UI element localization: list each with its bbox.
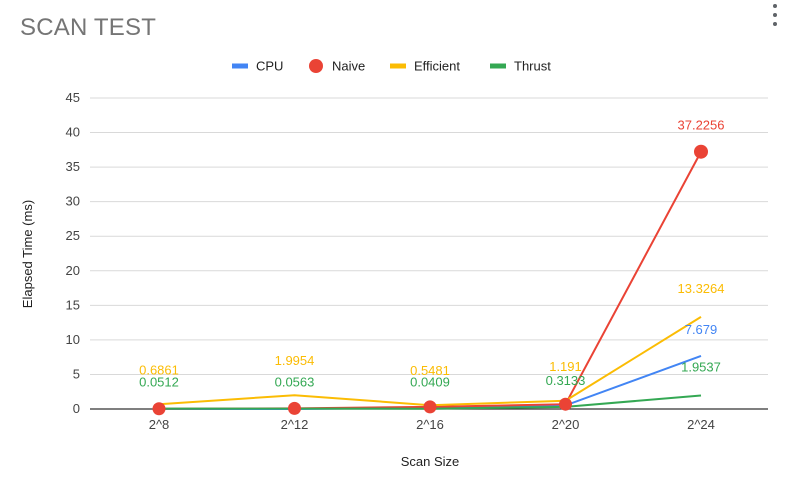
data-label-efficient: 0.6861 [139,362,179,377]
marker-naive[interactable] [559,397,572,411]
series-markers [152,144,708,416]
y-axis-label: Elapsed Time (ms) [20,200,35,308]
marker-naive[interactable] [288,401,301,415]
data-labels: 7.679 37.2256 0.6861 1.9954 0.5481 1.191 13.32… [139,118,724,390]
y-tick-label: 45 [66,90,80,105]
legend-label-naive[interactable]: Naive [332,59,365,74]
data-label-efficient: 0.5481 [410,363,450,378]
marker-naive[interactable] [152,402,166,416]
y-tick-label: 5 [73,366,80,381]
y-tick-label: 20 [66,263,80,278]
data-label-thrust: 0.0563 [275,375,315,390]
x-axis-label: Scan Size [401,454,460,469]
y-tick-label: 10 [66,332,80,347]
x-tick-label: 2^24 [687,417,715,432]
y-tick-label: 0 [73,401,80,416]
data-label-cpu: 7.679 [685,322,718,337]
y-tick-label: 25 [66,228,80,243]
legend-label-cpu[interactable]: CPU [256,59,283,74]
y-tick-label: 40 [66,125,80,140]
y-tick-label: 35 [66,159,80,174]
x-tick-label: 2^16 [416,417,444,432]
x-tick-label: 2^20 [552,417,580,432]
more-vert-icon[interactable] [768,4,782,26]
data-label-thrust: 0.0409 [410,375,450,390]
marker-naive[interactable] [694,144,708,159]
y-tick-label: 30 [66,194,80,209]
data-label-thrust: 1.9537 [681,359,721,374]
data-label-thrust: 0.3133 [546,373,586,388]
data-label-efficient: 13.3264 [678,281,725,296]
data-label-thrust: 0.0512 [139,375,179,390]
legend-marker-efficient [390,63,406,69]
legend-marker-thrust [490,63,506,69]
y-tick-label: 15 [66,297,80,312]
legend-marker-cpu [232,63,248,69]
legend-marker-naive [309,59,323,73]
marker-naive[interactable] [423,400,437,414]
legend-label-thrust[interactable]: Thrust [514,59,551,74]
x-tick-label: 2^12 [281,417,309,432]
legend: CPU Naive Efficient Thrust [232,59,551,74]
data-label-efficient: 1.191 [549,359,582,374]
legend-label-efficient[interactable]: Efficient [414,59,460,74]
chart-title: SCAN TEST [20,14,157,41]
series-line-efficient [158,316,702,407]
x-tick-label: 2^8 [149,417,170,432]
y-axis-ticks: 0 5 10 15 20 25 30 35 40 45 [66,90,80,416]
data-label-naive: 37.2256 [678,118,725,133]
data-label-efficient: 1.9954 [275,353,315,368]
x-axis-ticks: 2^8 2^12 2^16 2^20 2^24 [149,417,715,432]
